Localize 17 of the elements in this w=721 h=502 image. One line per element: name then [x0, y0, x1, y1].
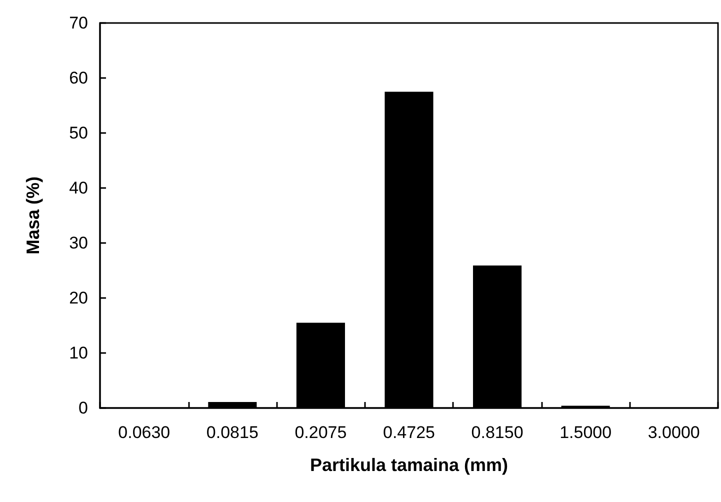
x-tick-label: 0.4725	[383, 423, 435, 442]
y-tick-label: 70	[69, 14, 88, 32]
x-tick-label: 0.0630	[118, 423, 170, 442]
x-tick-label: 0.2075	[294, 423, 347, 442]
y-tick-label: 10	[69, 344, 88, 362]
y-tick-label: 0	[78, 398, 88, 418]
x-tick-label: 0.8150	[471, 423, 524, 442]
y-tick-label: 60	[69, 68, 88, 88]
y-axis-title: Masa (%)	[23, 176, 43, 255]
x-tick-label: 0.0815	[206, 423, 258, 442]
y-tick-label: 30	[69, 234, 88, 252]
x-tick-label: 1.5000	[560, 423, 612, 442]
y-tick-label: 40	[69, 178, 88, 198]
y-tick-label: 20	[69, 288, 88, 308]
x-tick-label: 3.0000	[648, 423, 700, 442]
x-axis-title: Partikula tamaina (mm)	[310, 455, 508, 475]
y-tick-label: 50	[69, 124, 88, 142]
